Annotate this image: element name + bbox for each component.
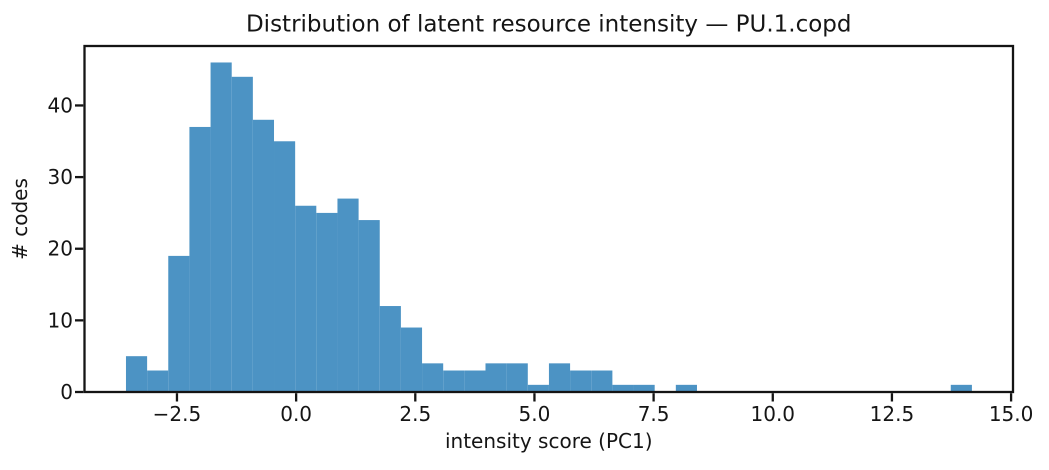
histogram-bar xyxy=(189,126,211,392)
histogram-bar xyxy=(443,370,465,392)
histogram-bar xyxy=(252,119,275,393)
histogram-bar xyxy=(675,384,697,392)
x-tick-label: 7.5 xyxy=(638,402,670,426)
y-tick-label: 0 xyxy=(60,380,73,404)
histogram-bar xyxy=(379,306,401,392)
histogram-bar xyxy=(400,327,423,392)
plot-border xyxy=(83,44,1015,394)
x-tick-label: 0.0 xyxy=(280,402,312,426)
histogram-bar xyxy=(274,141,296,392)
histogram-bar xyxy=(464,370,486,392)
histogram-bar xyxy=(612,384,634,392)
histogram-bar xyxy=(316,212,338,392)
histogram-bar xyxy=(633,384,655,392)
y-axis-label: # codes xyxy=(8,178,32,260)
y-tick-label: 30 xyxy=(48,165,73,189)
histogram-bar xyxy=(506,363,528,392)
y-tick-label: 20 xyxy=(48,237,73,261)
y-tick-label: 40 xyxy=(48,93,73,117)
histogram-bar xyxy=(358,220,380,392)
y-tick-label: 10 xyxy=(48,308,73,332)
histogram-bar xyxy=(125,356,148,392)
x-tick-label: 2.5 xyxy=(399,402,431,426)
histogram-bar xyxy=(591,370,613,392)
histogram-bar xyxy=(147,370,169,392)
bars-group xyxy=(125,62,972,393)
histogram-bar xyxy=(168,255,190,392)
x-tick-label: 15.0 xyxy=(989,402,1034,426)
histogram-bar xyxy=(570,370,592,392)
histogram-bar xyxy=(337,198,359,392)
chart-title: Distribution of latent resource intensit… xyxy=(246,12,852,38)
histogram-bar xyxy=(950,384,972,392)
histogram-bar xyxy=(422,363,444,392)
x-axis-label: intensity score (PC1) xyxy=(445,429,653,453)
x-tick-label: −2.5 xyxy=(153,402,202,426)
histogram-bar xyxy=(210,62,232,392)
x-tick-label: 5.0 xyxy=(519,402,551,426)
histogram-bar xyxy=(231,76,253,392)
x-tick-label: 10.0 xyxy=(751,402,796,426)
histogram-bar xyxy=(548,363,571,392)
x-tick-label: 12.5 xyxy=(870,402,915,426)
histogram-bar xyxy=(527,384,549,392)
histogram-bar xyxy=(295,205,317,392)
axes-group: −2.5 0.0 2.5 5.0 7.5 10.0 12.5 15.0 0 10 20 30 40 xyxy=(48,44,1034,426)
histogram-bar xyxy=(485,363,507,392)
